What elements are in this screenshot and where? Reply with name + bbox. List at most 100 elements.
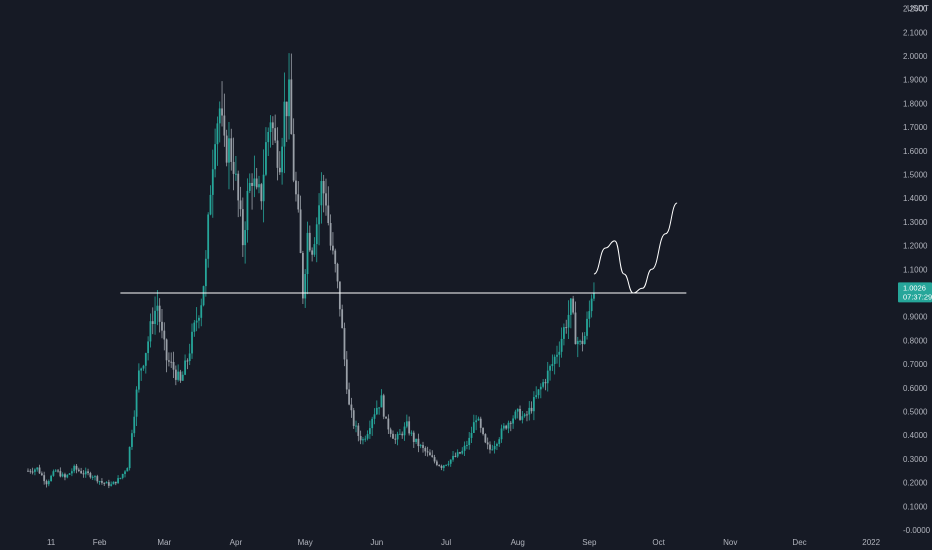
candle-body <box>567 314 570 328</box>
candle-body <box>68 473 71 475</box>
candle-body <box>288 79 290 117</box>
candle-body <box>184 360 186 375</box>
candle-body <box>472 422 475 433</box>
candle-body <box>373 414 376 419</box>
candle-body <box>322 181 325 194</box>
price-tick-label: 0.3000 <box>903 455 928 464</box>
candle-body <box>350 404 353 411</box>
time-axis[interactable]: 11 Feb Mar Apr May Jun Jul Aug Sep Oct Nov Dec 2022 <box>47 538 881 547</box>
candle-body <box>283 101 286 147</box>
candle-body <box>47 481 50 485</box>
candle-body <box>387 418 390 430</box>
price-tick-label: 1.6000 <box>903 147 928 156</box>
candle-body <box>516 408 519 412</box>
candle-body <box>556 354 558 357</box>
candle-body <box>239 200 242 210</box>
candle-body <box>308 232 311 251</box>
candle-body <box>193 322 196 332</box>
time-tick-label: 2022 <box>862 538 880 547</box>
candle-body <box>61 474 64 477</box>
currency-label: USDT <box>907 4 929 13</box>
price-tick-label: 1.3000 <box>903 218 928 227</box>
candle-body <box>27 470 29 472</box>
candle-body <box>251 182 253 186</box>
candle-body <box>168 360 170 362</box>
price-axis[interactable]: -0.0000 0.1000 0.2000 0.3000 0.4000 0.5000 0.6… <box>903 5 931 535</box>
candle-body <box>295 180 297 195</box>
candle-body <box>84 471 87 475</box>
candle-body <box>31 471 34 473</box>
candle-body <box>343 328 346 360</box>
candle-body <box>258 184 260 188</box>
candle-body <box>179 371 182 381</box>
projection-curve[interactable] <box>593 202 678 294</box>
candle-body <box>156 305 159 311</box>
candle-body <box>574 312 577 345</box>
candle-body <box>66 474 69 478</box>
candle-body <box>509 422 512 424</box>
candle-body <box>301 252 304 299</box>
candle-body <box>313 244 316 255</box>
candle-body <box>209 194 212 215</box>
candle-body <box>378 407 381 409</box>
candle-body <box>512 418 514 424</box>
candle-body <box>230 138 233 162</box>
candle-body <box>87 471 89 474</box>
candle-body <box>590 298 593 312</box>
candle-body <box>207 214 210 259</box>
candle-body <box>588 311 591 319</box>
candle-body <box>165 339 168 361</box>
candle-body <box>563 327 565 339</box>
candle-body <box>163 330 166 340</box>
candle-body <box>200 305 203 318</box>
candle-body <box>255 178 258 188</box>
candle-body <box>246 190 249 231</box>
price-tick-label: 1.8000 <box>903 99 928 108</box>
candle-body <box>43 475 46 482</box>
candle-body <box>172 361 175 370</box>
candle-body <box>583 335 586 344</box>
candle-body <box>489 444 491 450</box>
candle-body <box>496 443 498 446</box>
candle-body <box>433 457 436 462</box>
price-tick-label: 2.1000 <box>903 28 928 37</box>
candle-body <box>161 321 163 331</box>
candle-body <box>311 250 314 255</box>
candle-body <box>502 425 505 429</box>
candle-body <box>265 142 267 175</box>
candle-body <box>401 433 404 436</box>
time-tick-label: May <box>298 538 313 547</box>
candle-body <box>569 298 572 315</box>
candle-body <box>466 445 468 447</box>
time-tick-label: Oct <box>652 538 665 547</box>
candle-body <box>549 366 551 371</box>
candle-body <box>269 122 272 132</box>
candle-body <box>170 361 173 363</box>
candle-body <box>526 414 528 416</box>
candle-body <box>468 437 471 446</box>
candle-body <box>292 134 295 181</box>
candle-body <box>253 178 256 186</box>
candle-body <box>396 433 399 440</box>
candle-body <box>114 481 117 484</box>
candle-body <box>70 471 73 474</box>
candle-body <box>359 435 362 441</box>
time-tick-label: Aug <box>511 538 525 547</box>
last-price-value: 1.0026 <box>903 283 926 292</box>
candle-body <box>235 173 237 175</box>
candle-body <box>537 389 540 396</box>
candle-body <box>500 428 503 440</box>
candle-body <box>126 468 129 472</box>
candle-body <box>422 445 424 448</box>
candle-body <box>181 374 184 381</box>
candle-body <box>225 135 228 163</box>
candle-body <box>140 368 143 371</box>
price-tick-label: 0.1000 <box>903 502 928 511</box>
candle-body <box>535 395 538 398</box>
candle-body <box>461 450 464 454</box>
time-tick-label: Nov <box>723 538 737 547</box>
candle-body <box>368 428 371 435</box>
candle-body <box>276 140 279 168</box>
candle-body <box>452 455 454 460</box>
